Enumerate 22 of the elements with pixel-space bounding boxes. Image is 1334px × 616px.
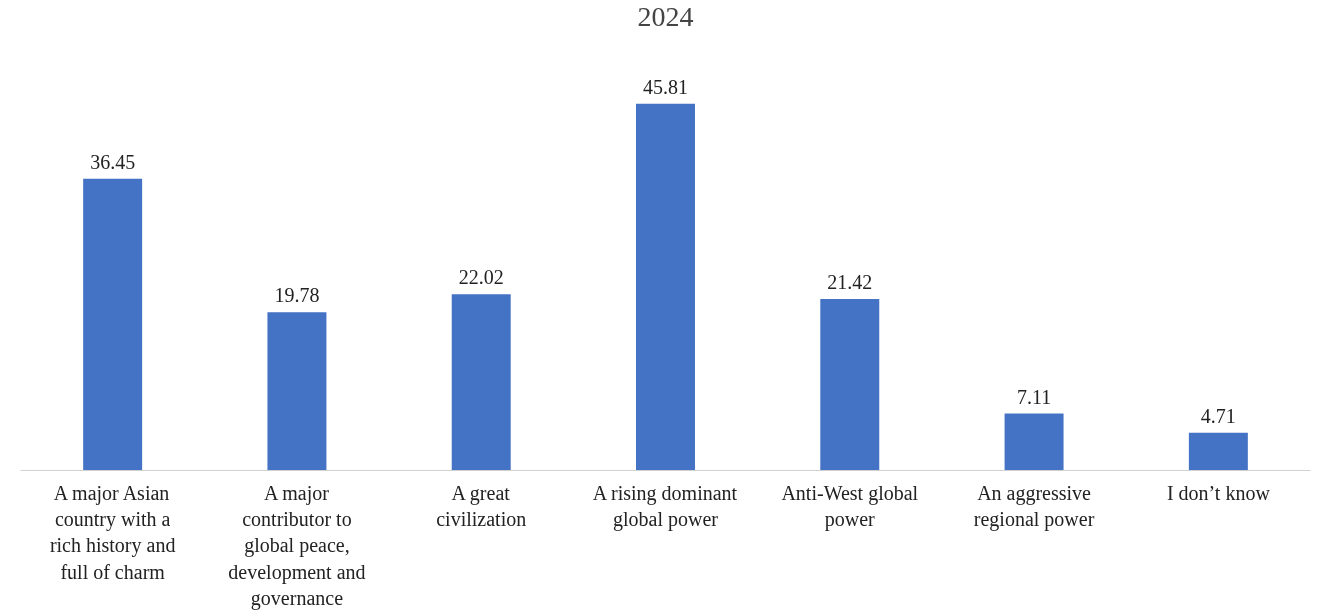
bar: [83, 178, 143, 471]
data-label: 4.71: [1200, 404, 1236, 427]
data-label: 45.81: [643, 75, 688, 98]
data-label: 22.02: [458, 266, 504, 289]
data-label: 36.45: [90, 150, 136, 173]
x-tick-label: I don’t know: [1166, 481, 1271, 504]
x-tick-label: A major Asian country with a rich history and full of charm: [49, 481, 176, 583]
data-label: 19.78: [274, 284, 320, 307]
bar: [1188, 432, 1248, 471]
data-label: 21.42: [827, 271, 873, 294]
bar: [267, 312, 327, 471]
x-tick-label: A major contributor to global peace, development and governance: [228, 481, 366, 611]
x-tick-label: A great civilization: [436, 481, 527, 530]
bar: [820, 299, 880, 471]
bar: [1004, 413, 1064, 471]
x-tick-label: Anti-West global power: [781, 481, 919, 531]
x-tick-label: An aggressive regional power: [973, 481, 1095, 531]
x-tick-label: A rising dominant global power: [592, 481, 738, 531]
bar: [636, 103, 695, 471]
bar: [451, 294, 511, 471]
chart-title: 2024: [637, 0, 694, 32]
data-label: 7.11: [1016, 385, 1052, 408]
